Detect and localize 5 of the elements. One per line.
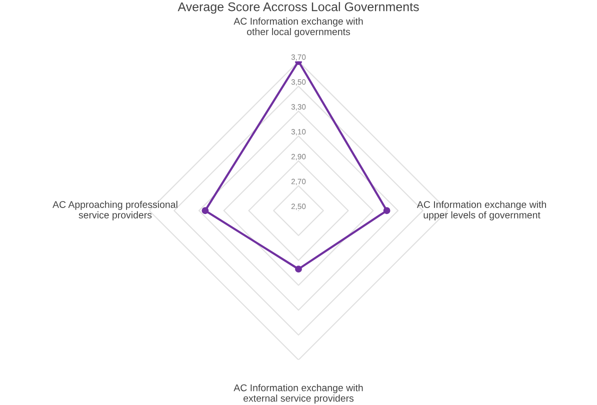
chart-title: Average Score Accross Local Governments bbox=[178, 2, 419, 14]
spoke-label: AC Information exchange with other local governments bbox=[234, 18, 363, 38]
spoke-label: AC Information exchange with external service providers bbox=[234, 384, 363, 404]
spoke-label: AC Information exchange with upper levels of government bbox=[416, 200, 546, 220]
spoke-label: AC Approaching professional service providers bbox=[52, 200, 178, 220]
